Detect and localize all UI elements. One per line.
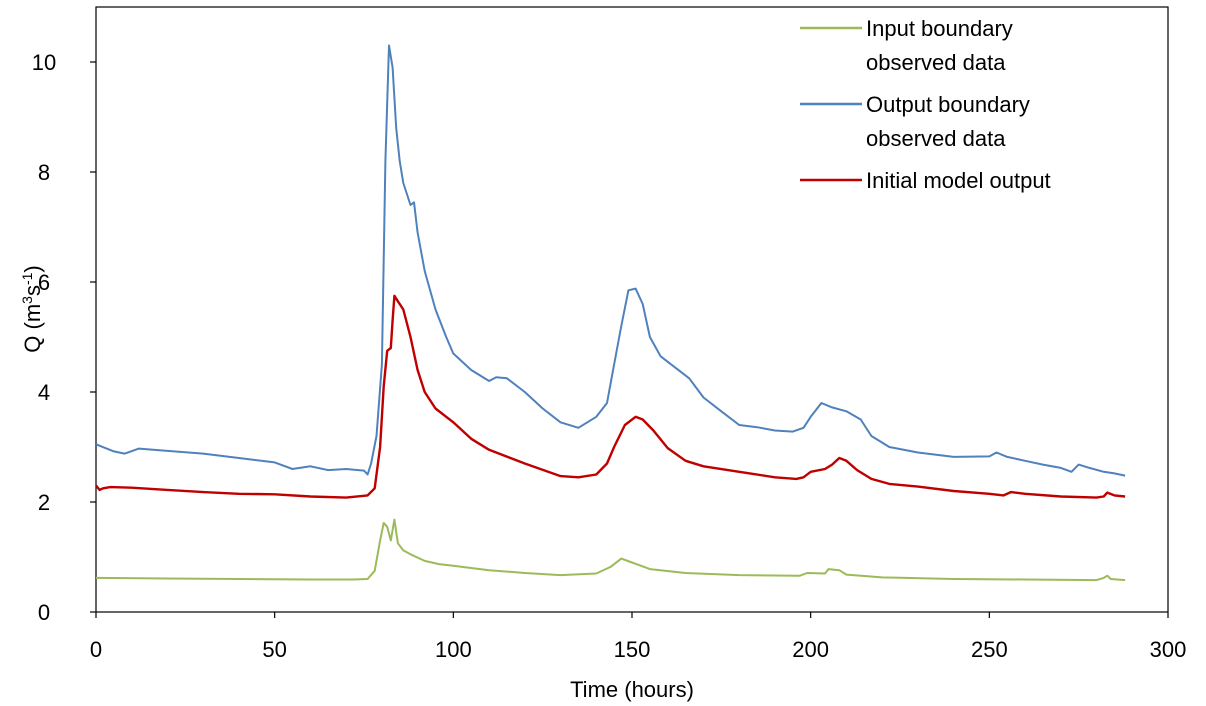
x-tick-label: 150 [614, 637, 651, 662]
x-axis-ticks: 0 50 100 150 200 250 300 [90, 612, 1186, 662]
y-axis-title-end: ) [20, 265, 45, 272]
x-axis-title: Time (hours) [570, 677, 694, 702]
y-tick-label: 6 [38, 270, 50, 295]
series-input-boundary-line [95, 518, 1126, 582]
y-tick-label: 10 [32, 50, 56, 75]
y-tick-label: 2 [38, 490, 50, 515]
y-tick-label: 8 [38, 160, 50, 185]
legend-label: Output boundary [866, 92, 1030, 117]
y-axis-title-sup2: -1 [19, 272, 35, 285]
series-layer [95, 44, 1126, 582]
y-axis-title-sup1: 3 [19, 296, 35, 304]
y-tick-label: 0 [38, 600, 50, 625]
x-tick-label: 300 [1150, 637, 1187, 662]
x-tick-label: 100 [435, 637, 472, 662]
series-initial-model-output-line [95, 294, 1126, 499]
y-axis-title: Q (m3s-1) [19, 265, 45, 352]
x-tick-label: 50 [262, 637, 286, 662]
series-output-boundary-line [95, 44, 1126, 477]
x-tick-label: 0 [90, 637, 102, 662]
y-axis-ticks: 0 2 4 6 8 10 [32, 50, 96, 625]
y-axis-title-base: Q (m [20, 304, 45, 353]
y-axis-title-mid: s [20, 285, 45, 296]
x-tick-label: 200 [792, 637, 829, 662]
legend: Input boundary observed data Output bounda… [800, 16, 1051, 193]
legend-label: observed data [866, 126, 1006, 151]
legend-label: Input boundary [866, 16, 1013, 41]
x-tick-label: 250 [971, 637, 1008, 662]
legend-label: Initial model output [866, 168, 1051, 193]
y-tick-label: 4 [38, 380, 50, 405]
legend-label: observed data [866, 50, 1006, 75]
